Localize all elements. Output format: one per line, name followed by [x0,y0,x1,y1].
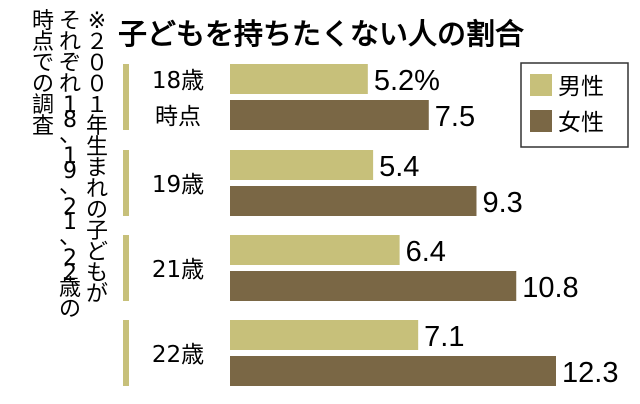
note-char: ０ [86,51,108,76]
category-marker [123,320,129,386]
value-label: 10.8 [522,272,578,304]
note-char: 2 [63,246,77,271]
note-char: 1 [63,93,77,118]
value-labels: 5.2% 7.5 5.4 9.3 6.4 10.8 7.1 12.3 [374,65,619,389]
note-char: ど [86,240,108,265]
category-label: 19歳 [152,172,204,198]
note-char: そ [59,9,81,34]
note-char: ２ [86,30,108,55]
note-char: 、 [59,123,81,148]
note-char: 歳 [59,276,81,301]
note-char: ぞ [59,51,81,76]
category-marker [123,150,129,216]
note-char: れ [59,72,81,97]
bar-female [230,356,556,386]
bar-female [230,100,429,130]
note-char: 、 [59,225,81,250]
note-char: 、 [59,174,81,199]
bar-male [230,320,419,350]
note-char: で [32,51,54,76]
value-label: 12.3 [562,357,618,389]
bar-female [230,186,477,216]
note-char: 2 [63,261,77,286]
note-char: ま [86,156,108,181]
category-marker [123,64,129,130]
note-char: の [86,198,108,223]
value-label: 7.5 [435,101,475,133]
bar-male [230,64,368,94]
note-char: 子 [86,219,108,244]
note-char: 2 [63,195,77,220]
note-char: 生 [86,135,108,160]
value-label: 7.1 [424,321,464,353]
bars [230,64,556,386]
note-char: １ [86,93,108,118]
note-char: ※ [88,9,106,34]
value-label: 6.4 [406,236,446,268]
bar-female [230,271,517,301]
note-char: 8 [63,108,77,133]
bar-male [230,235,400,265]
note-char: が [86,282,108,307]
note-char: の [32,72,54,97]
legend-swatch-female [530,110,552,132]
note-char: れ [86,177,108,202]
note-char: 9 [63,159,77,184]
note-char: ０ [86,72,108,97]
bar-male [230,150,374,180]
note-char: れ [59,30,81,55]
note-char: 査 [32,114,54,139]
note-char: 1 [63,144,77,169]
note-char: の [59,297,81,322]
legend-swatch-male [530,74,552,96]
legend-label: 男性 [558,74,604,100]
note-char: 点 [32,30,54,55]
chart-title: 子どもを持ちたくない人の割合 [118,17,524,51]
value-label: 9.3 [482,187,522,219]
legend-label: 女性 [558,110,604,136]
note-char: 年 [86,114,108,139]
note-char: 1 [63,210,77,235]
category-label: 22歳 [152,342,204,368]
note-char: も [86,261,108,286]
note-char: 調 [32,93,54,118]
category-marker [123,235,129,301]
value-label: 5.2% [374,65,440,97]
category-label: 時点 [155,104,201,130]
category-label: 21歳 [152,257,204,283]
value-label: 5.4 [379,151,419,183]
note-char: 時 [32,9,54,34]
category-label: 18歳 [152,68,204,94]
